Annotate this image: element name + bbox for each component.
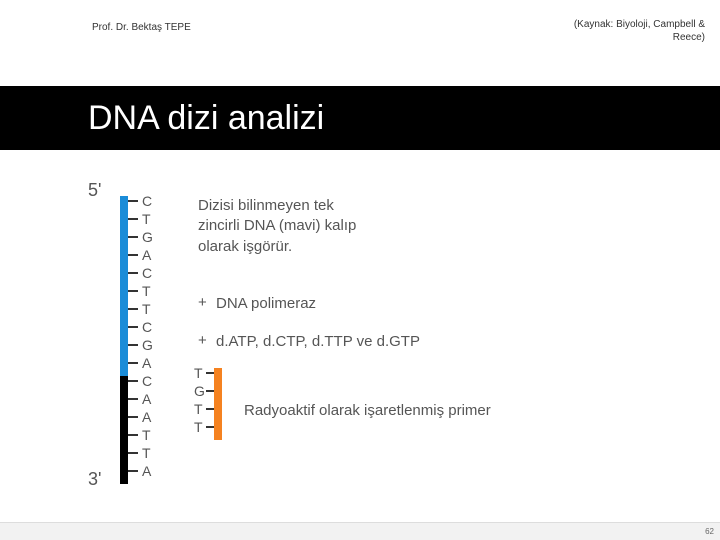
primer-base: T: [194, 366, 203, 380]
primer-base: T: [194, 420, 203, 434]
base-tick: [128, 434, 138, 436]
base-letter: A: [142, 410, 151, 424]
strand-blue: [120, 196, 128, 376]
primer-base: T: [194, 402, 203, 416]
base-letter: T: [142, 212, 151, 226]
dna-diagram: 5' 3' CTGACTTCGACAATTA Dizisi bilinmeyen…: [88, 174, 648, 494]
template-line1: Dizisi bilinmeyen tek: [198, 197, 334, 214]
template-description: Dizisi bilinmeyen tek zincirli DNA (mavi…: [198, 196, 356, 257]
title-bar: DNA dizi analizi: [0, 86, 720, 150]
base-letter: T: [142, 302, 151, 316]
primer-tick: [206, 372, 214, 374]
primer-tick: [206, 390, 214, 392]
base-letter: T: [142, 284, 151, 298]
base-tick: [128, 200, 138, 202]
citation-line1: (Kaynak: Biyoloji, Campbell &: [574, 19, 705, 30]
base-tick: [128, 218, 138, 220]
template-line2: zincirli DNA (mavi) kalıp: [198, 217, 356, 234]
page-number: 62: [705, 527, 714, 536]
strand-black: [120, 376, 128, 484]
base-tick: [128, 344, 138, 346]
base-letter: T: [142, 428, 151, 442]
base-letter: T: [142, 446, 151, 460]
plus-sign-2: +: [198, 332, 207, 349]
citation-line2: Reece): [673, 32, 705, 43]
base-letter: G: [142, 338, 153, 352]
base-tick: [128, 326, 138, 328]
base-tick: [128, 290, 138, 292]
author-name: Prof. Dr. Bektaş TEPE: [92, 22, 191, 33]
base-tick: [128, 236, 138, 238]
slide-title: DNA dizi analizi: [88, 99, 324, 138]
base-tick: [128, 254, 138, 256]
base-tick: [128, 398, 138, 400]
primer-tick: [206, 426, 214, 428]
base-tick: [128, 470, 138, 472]
base-letter: C: [142, 266, 152, 280]
base-tick: [128, 272, 138, 274]
base-tick: [128, 380, 138, 382]
base-letter: A: [142, 464, 151, 478]
source-citation: (Kaynak: Biyoloji, Campbell & Reece): [574, 18, 705, 44]
base-letter: A: [142, 248, 151, 262]
base-letter: C: [142, 374, 152, 388]
base-letter: C: [142, 320, 152, 334]
template-line3: olarak işgörür.: [198, 238, 292, 255]
base-tick: [128, 362, 138, 364]
polymerase-label: DNA polimeraz: [216, 294, 316, 314]
plus-sign-1: +: [198, 294, 207, 311]
base-letter: A: [142, 392, 151, 406]
base-letter: A: [142, 356, 151, 370]
base-letter: G: [142, 230, 153, 244]
primer-base: G: [194, 384, 205, 398]
footer-bar: 62: [0, 522, 720, 540]
base-tick: [128, 452, 138, 454]
primer-bar: [214, 368, 222, 440]
base-tick: [128, 416, 138, 418]
base-letter: C: [142, 194, 152, 208]
five-prime-label: 5': [88, 180, 101, 201]
base-tick: [128, 308, 138, 310]
primer-tick: [206, 408, 214, 410]
three-prime-label: 3': [88, 469, 101, 490]
dntp-label: d.ATP, d.CTP, d.TTP ve d.GTP: [216, 332, 420, 352]
primer-description: Radyoaktif olarak işaretlenmiş primer: [244, 402, 491, 419]
